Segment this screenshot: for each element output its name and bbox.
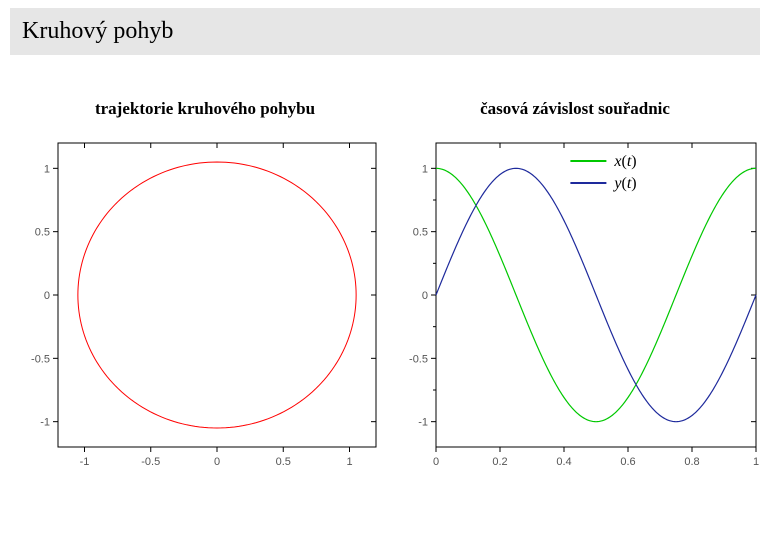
svg-text:1: 1 <box>753 456 759 468</box>
svg-text:0: 0 <box>433 456 439 468</box>
svg-text:0.5: 0.5 <box>413 227 428 239</box>
svg-text:0.8: 0.8 <box>684 456 699 468</box>
svg-text:-0.5: -0.5 <box>409 353 428 365</box>
svg-text:0: 0 <box>44 290 50 302</box>
charts-row: -1-0.500.51-1-0.500.51 00.20.40.60.81-1-… <box>0 125 780 485</box>
svg-text:-0.5: -0.5 <box>141 456 160 468</box>
svg-text:0: 0 <box>422 290 428 302</box>
right-subtitle: časová závislost souřadnic <box>390 99 760 119</box>
svg-text:-1: -1 <box>80 456 90 468</box>
svg-text:0.5: 0.5 <box>276 456 291 468</box>
svg-text:-1: -1 <box>40 417 50 429</box>
trajectory-chart: -1 -0.5 0 0.5 1 -1 -0.5 0 0.5 1 <box>10 125 390 485</box>
svg-text:-0.5: -0.5 <box>31 353 50 365</box>
svg-text:0.4: 0.4 <box>556 456 571 468</box>
time-dependency-chart: 0 0.2 0.4 0.6 0.8 1 -1 -0.5 0 0.5 1 x(t) y(t) <box>390 125 770 485</box>
svg-text:0.2: 0.2 <box>492 456 507 468</box>
title-bar: Kruhový pohyb <box>10 8 760 55</box>
svg-text:0.6: 0.6 <box>620 456 635 468</box>
subtitle-row: trajektorie kruhového pohybu časová závi… <box>0 99 780 119</box>
svg-text:x(t): x(t) <box>613 153 636 170</box>
left-subtitle: trajektorie kruhového pohybu <box>20 99 390 119</box>
svg-text:1: 1 <box>346 456 352 468</box>
svg-text:0.5: 0.5 <box>35 227 50 239</box>
svg-text:1: 1 <box>44 163 50 175</box>
svg-text:-1: -1 <box>418 417 428 429</box>
svg-text:1: 1 <box>422 163 428 175</box>
svg-text:0: 0 <box>214 456 220 468</box>
right-chart-box: 0 0.2 0.4 0.6 0.8 1 -1 -0.5 0 0.5 1 x(t) y(t) <box>390 125 770 485</box>
page-title: Kruhový pohyb <box>22 18 748 45</box>
left-chart-box: -1 -0.5 0 0.5 1 -1 -0.5 0 0.5 1 <box>10 125 390 485</box>
svg-text:y(t): y(t) <box>612 175 636 192</box>
